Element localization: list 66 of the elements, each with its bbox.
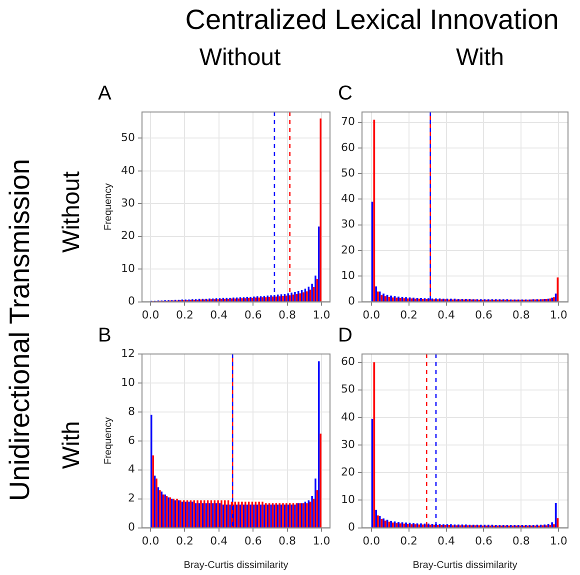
text: With	[58, 421, 86, 469]
x-tick-label: 0.8	[278, 534, 296, 548]
x-tick-label: 0.6	[474, 534, 492, 548]
y-axis-title: Frequency	[102, 417, 114, 465]
y-tick-label: 12	[120, 346, 135, 360]
y-tick-label: 50	[340, 382, 355, 396]
y-tick-label: 60	[340, 355, 355, 368]
text: Without	[58, 171, 86, 253]
text: Without	[199, 44, 281, 72]
x-tick-label: 0.8	[278, 308, 296, 322]
text: Centralized Lexical Innovation	[185, 4, 559, 36]
x-axis-title: Bray-Curtis dissimilarity	[184, 560, 288, 571]
y-tick-label: 2	[128, 492, 135, 505]
x-tick-label: 0.2	[400, 534, 418, 548]
y-tick-label: 8	[128, 404, 135, 418]
x-tick-label: 0.4	[210, 534, 228, 548]
y-tick-label: 40	[120, 164, 135, 177]
x-tick-label: 0.2	[400, 308, 418, 322]
x-tick-label: 0.8	[512, 534, 530, 548]
y-tick-label: 10	[340, 269, 355, 282]
x-tick-label: 0.8	[512, 308, 530, 322]
y-tick-label: 30	[120, 196, 135, 210]
x-tick-label: 0.6	[244, 308, 262, 322]
y-tick-label: 30	[340, 438, 355, 451]
y-tick-label: 0	[348, 294, 355, 308]
text: Unidirectional Transmission	[4, 158, 36, 502]
x-tick-label: 1.0	[550, 308, 568, 322]
text: With	[456, 44, 504, 72]
y-tick-label: 10	[120, 376, 135, 389]
chart-title: B	[98, 324, 112, 347]
x-axis-title: Bray-Curtis dissimilarity	[412, 560, 518, 571]
y-tick-label: 0	[348, 520, 355, 534]
y-tick-label: 10	[120, 262, 135, 275]
x-tick-label: 0.0	[362, 534, 380, 548]
y-axis-title: Frequency	[102, 183, 114, 231]
x-tick-label: 0.0	[142, 308, 160, 322]
x-tick-label: 1.0	[312, 308, 330, 322]
y-tick-label: 50	[340, 166, 355, 180]
x-tick-label: 0.4	[438, 534, 456, 548]
chart-title: C	[338, 82, 352, 105]
y-tick-label: 0	[128, 520, 135, 534]
y-tick-label: 0	[128, 294, 135, 308]
x-tick-label: 0.4	[438, 308, 456, 322]
x-tick-label: 0.2	[176, 534, 194, 548]
x-tick-label: 1.0	[550, 534, 568, 548]
y-tick-label: 10	[340, 493, 355, 506]
x-tick-label: 0.4	[210, 308, 228, 322]
x-tick-label: 1.0	[312, 534, 330, 548]
chart-title: A	[98, 82, 112, 105]
y-tick-label: 40	[340, 192, 355, 206]
x-tick-label: 0.0	[362, 308, 380, 322]
y-tick-label: 40	[340, 410, 355, 424]
chart-title: D	[338, 324, 352, 347]
x-tick-label: 0.0	[142, 534, 160, 548]
y-tick-label: 20	[120, 229, 135, 242]
y-tick-label: 20	[340, 465, 355, 478]
y-tick-label: 60	[340, 140, 355, 154]
y-tick-label: 4	[128, 462, 135, 476]
y-tick-label: 70	[340, 115, 355, 128]
x-tick-label: 0.2	[176, 308, 194, 322]
y-tick-label: 6	[128, 434, 135, 447]
y-tick-label: 20	[340, 243, 355, 256]
y-tick-label: 30	[340, 218, 355, 231]
x-tick-label: 0.6	[244, 534, 262, 548]
y-tick-label: 50	[120, 131, 135, 144]
x-tick-label: 0.6	[474, 308, 492, 322]
